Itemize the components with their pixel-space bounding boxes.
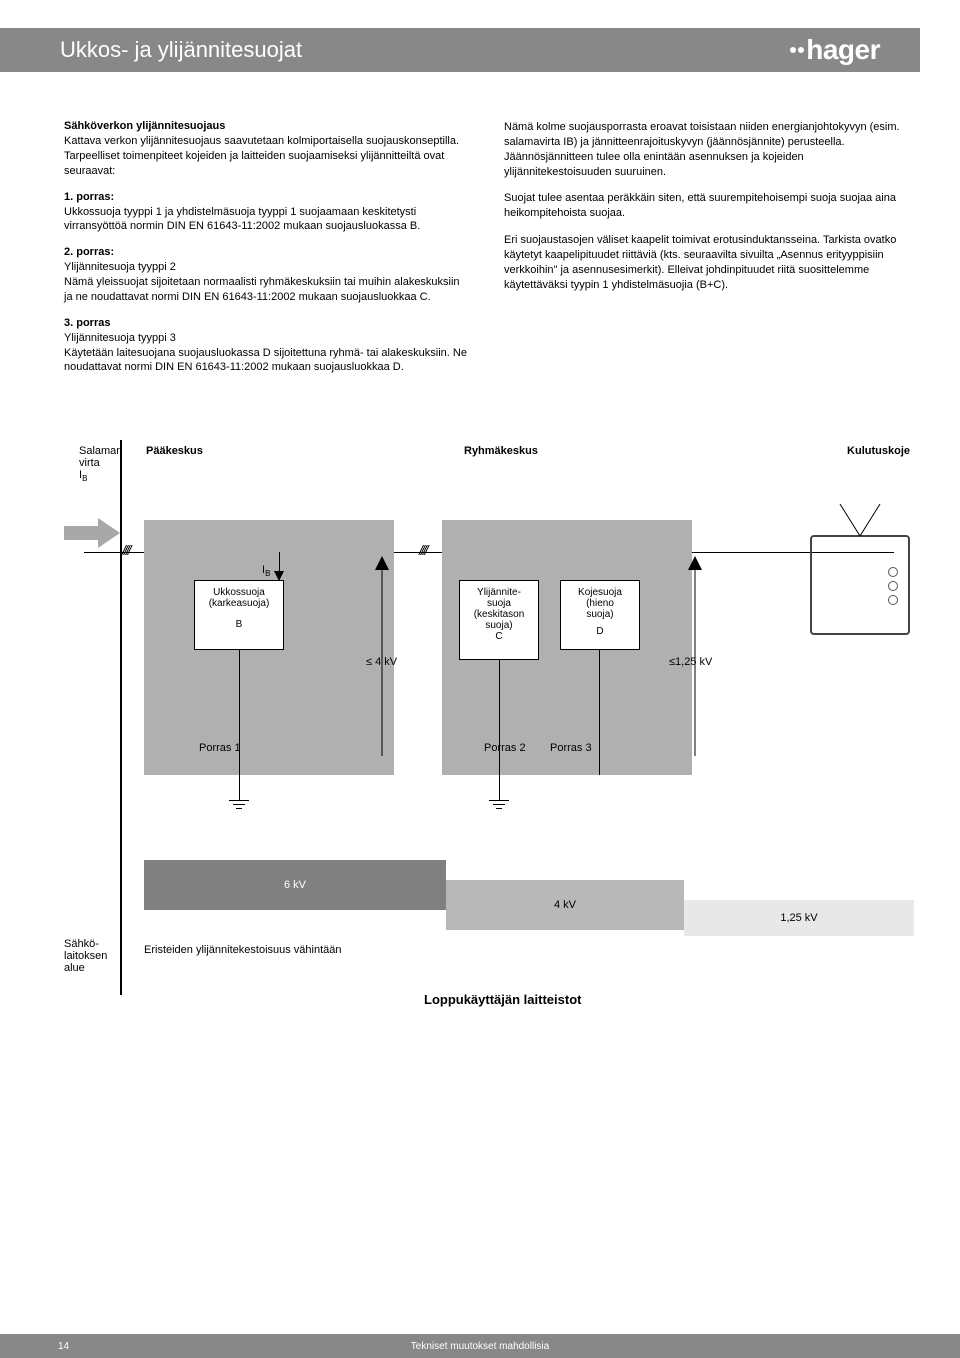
- ground-icon: [489, 800, 509, 809]
- ukkos-box: Ukkossuoja (karkeasuoja) B: [194, 580, 284, 650]
- section4-sub: Ylijännitesuoja tyyppi 3: [64, 331, 470, 346]
- porras3-label: Porras 3: [550, 742, 592, 754]
- vline: [599, 650, 600, 775]
- right-column: Nämä kolme suojausporrasta eroavat toisi…: [504, 120, 910, 387]
- hash-icon: ////: [122, 542, 130, 558]
- section4-title: 3. porras: [64, 317, 470, 329]
- section4-body: Käytetään laitesuojana suojausluokassa D…: [64, 346, 470, 376]
- vline: [239, 650, 240, 800]
- content-columns: Sähköverkon ylijännitesuojaus Kattava ve…: [64, 120, 910, 387]
- page-title: Ukkos- ja ylijännitesuojat: [60, 37, 302, 63]
- right-p2: Suojat tulee asentaa peräkkäin siten, et…: [504, 191, 910, 221]
- porras2-label: Porras 2: [484, 742, 526, 754]
- left-column: Sähköverkon ylijännitesuojaus Kattava ve…: [64, 120, 470, 387]
- sahkolaitos-label: Sähkö-laitoksen alue: [64, 938, 120, 974]
- le4kv-label: ≤ 4 kV: [366, 656, 397, 668]
- porras1-label: Porras 1: [199, 742, 241, 754]
- bar-4kv: 4 kV: [446, 880, 684, 930]
- ground-icon: [229, 800, 249, 809]
- bar-6kv: 6 kV: [144, 860, 446, 910]
- section3-sub: Ylijännitesuoja tyyppi 2: [64, 260, 470, 275]
- footer-text: Tekniset muutokset mahdollisia: [0, 1341, 960, 1352]
- eristeiden-label: Eristeiden ylijännitekestoisuus vähintää…: [144, 944, 342, 956]
- boundary-line: [120, 440, 122, 995]
- le125kv-label: ≤1,25 kV: [669, 656, 712, 668]
- section3-title: 2. porras:: [64, 246, 470, 258]
- footer-bar: 14 Tekniset muutokset mahdollisia: [0, 1334, 960, 1358]
- section3-body: Nämä yleissuojat sijoitetaan normaalisti…: [64, 275, 470, 305]
- page-number: 14: [58, 1341, 69, 1352]
- diagram: Salaman virtaIB Pääkeskus Ryhmäkeskus Ku…: [64, 440, 910, 1000]
- loppu-label: Loppukäyttäjän laitteistot: [424, 992, 581, 1007]
- section2-body: Ukkossuoja tyyppi 1 ja yhdistelmäsuoja t…: [64, 205, 470, 235]
- right-p3: Eri suojaustasojen väliset kaapelit toim…: [504, 233, 910, 292]
- ib-small-label: IB: [262, 564, 270, 578]
- paakeskus-label: Pääkeskus: [146, 445, 203, 457]
- antenna-icon: [838, 502, 882, 536]
- tv-box: [810, 535, 910, 635]
- section1-title: Sähköverkon ylijännitesuojaus: [64, 120, 470, 132]
- arrow-down-icon: [274, 571, 284, 581]
- salaman-label: Salaman virtaIB: [79, 445, 139, 483]
- arrow-right-icon: [64, 518, 120, 548]
- ryhmakeskus-label: Ryhmäkeskus: [464, 445, 538, 457]
- logo-hager: hager: [790, 34, 880, 66]
- bar-125kv: 1,25 kV: [684, 900, 914, 936]
- koje-box: Kojesuoja (hieno suoja) D: [560, 580, 640, 650]
- hash-icon: ////: [419, 542, 427, 558]
- kulutuskoje-label: Kulutuskoje: [847, 445, 910, 457]
- yli-box: Ylijännite- suoja (keskitason suoja) C: [459, 580, 539, 660]
- right-p1: Nämä kolme suojausporrasta eroavat toisi…: [504, 120, 910, 179]
- section2-title: 1. porras:: [64, 191, 470, 203]
- section1-body: Kattava verkon ylijännitesuojaus saavute…: [64, 134, 470, 179]
- header-bar: Ukkos- ja ylijännitesuojat hager: [0, 28, 920, 72]
- vline: [499, 660, 500, 800]
